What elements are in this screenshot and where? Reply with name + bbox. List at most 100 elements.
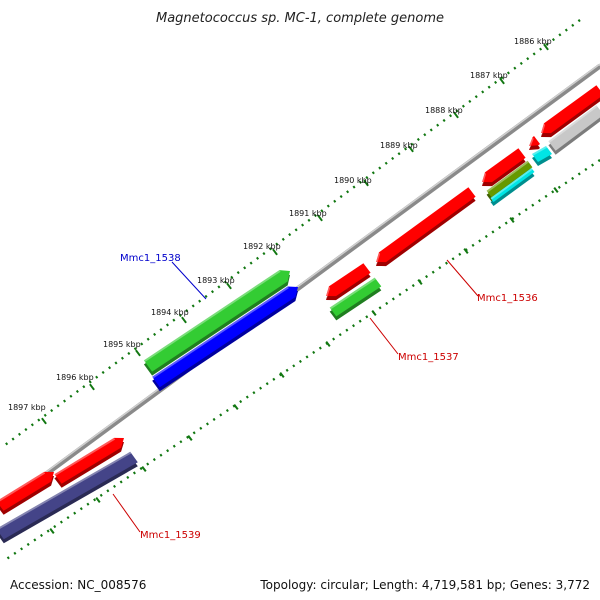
scale-ticks <box>41 43 559 535</box>
gene-green-upper-face <box>143 270 290 372</box>
gene-mmc1-1539[interactable] <box>0 451 138 544</box>
tick-label-1896: 1896 kbp <box>56 373 94 382</box>
gene-cyan-bar-face <box>490 168 535 202</box>
gene-red-lower-1-face <box>0 471 54 511</box>
gene-mmc1-1539-highlight <box>0 451 132 529</box>
leader-mmc1-1536 <box>446 259 479 297</box>
gene-green-upper[interactable] <box>143 270 290 376</box>
outer-tick-2 <box>453 111 459 119</box>
gene-red-1-face <box>326 263 371 297</box>
genome-backbone <box>0 63 600 511</box>
gene-label-mmc1-1539[interactable]: Mmc1_1539 <box>140 530 201 541</box>
inner-tick-5 <box>325 341 331 347</box>
outer-tick-1 <box>499 77 505 85</box>
tick-label-1888: 1888 kbp <box>425 106 463 115</box>
gene-cyan-small[interactable] <box>532 146 552 166</box>
gene-olive-highlight <box>486 160 529 193</box>
inner-tick-6 <box>279 372 285 378</box>
gene-red-3[interactable] <box>482 148 526 187</box>
inner-dotted-line <box>4 159 600 561</box>
gene-red-4-face <box>529 136 540 146</box>
gene-red-5-highlight <box>541 123 546 135</box>
gene-label-mmc1-1538[interactable]: Mmc1_1538 <box>120 253 181 264</box>
gene-features <box>0 85 600 544</box>
gene-red-4[interactable] <box>529 136 540 150</box>
tick-label-1894: 1894 kbp <box>151 308 189 317</box>
outer-tick-5 <box>317 214 323 222</box>
gene-labels: Mmc1_1538 Mmc1_1536 Mmc1_1537 Mmc1_1539 <box>120 253 538 541</box>
tick-label-1893: 1893 kbp <box>197 276 235 285</box>
gene-olive[interactable] <box>486 160 533 202</box>
gene-label-mmc1-1536[interactable]: Mmc1_1536 <box>477 293 538 304</box>
gene-cyan-small-face <box>532 146 552 162</box>
gene-mmc1-1536-face <box>376 187 476 263</box>
gene-mmc1-1537-face <box>329 277 382 317</box>
topology-text: Topology: circular; Length: 4,719,581 bp… <box>260 578 590 592</box>
outer-tick-10 <box>89 383 95 391</box>
outer-tick-9 <box>135 349 141 357</box>
gene-red-lower-1[interactable] <box>0 471 54 515</box>
tick-label-1890: 1890 kbp <box>334 176 372 185</box>
gene-red-5-face <box>541 85 600 134</box>
scale-tick-labels: 1886 kbp 1887 kbp 1888 kbp 1889 kbp 1890… <box>8 37 552 412</box>
gene-red-lower-2-highlight <box>54 437 116 476</box>
inner-tick-0 <box>553 187 559 193</box>
tick-label-1887: 1887 kbp <box>470 71 508 80</box>
tick-label-1897: 1897 kbp <box>8 403 46 412</box>
gene-red-5[interactable] <box>541 85 600 138</box>
gene-mmc1-1536-highlight <box>376 252 381 264</box>
gene-red-lower-1-highlight <box>0 471 46 502</box>
gene-red-3-face <box>482 148 526 183</box>
tick-label-1889: 1889 kbp <box>380 141 418 150</box>
outer-tick-3 <box>408 145 414 153</box>
gene-gray[interactable] <box>548 105 600 155</box>
gene-olive-face <box>486 160 533 198</box>
inner-tick-9 <box>141 466 147 472</box>
inner-tick-7 <box>233 404 239 410</box>
gene-cyan-bar-side <box>490 172 535 206</box>
inner-tick-8 <box>187 435 193 441</box>
gene-label-mmc1-1537[interactable]: Mmc1_1537 <box>398 352 459 363</box>
gene-mmc1-1537[interactable] <box>329 277 382 321</box>
outer-tick-6 <box>272 248 278 256</box>
inner-tick-1 <box>509 217 515 223</box>
gene-cyan-small-highlight <box>532 146 548 156</box>
tick-label-1886: 1886 kbp <box>514 37 552 46</box>
gene-red-lower-2-face <box>54 437 124 484</box>
outer-tick-11 <box>41 417 47 425</box>
inner-tick-4 <box>371 310 377 316</box>
outer-tick-8 <box>181 316 187 324</box>
accession-text: Accession: NC_008576 <box>10 578 147 592</box>
outer-tick-7 <box>226 282 232 290</box>
tick-label-1891: 1891 kbp <box>289 209 327 218</box>
tick-label-1895: 1895 kbp <box>103 340 141 349</box>
gene-mmc1-1538-highlight <box>152 286 289 379</box>
gene-cyan-bar-highlight <box>490 168 533 200</box>
gene-label-leaders <box>112 259 479 533</box>
gene-mmc1-1536[interactable] <box>376 187 476 267</box>
gene-red-lower-2[interactable] <box>54 437 124 488</box>
gene-red-3-highlight <box>482 172 487 184</box>
outer-tick-0 <box>543 43 549 51</box>
leader-mmc1-1537 <box>369 317 399 355</box>
inner-tick-2 <box>463 248 469 254</box>
gene-cyan-bar[interactable] <box>490 168 535 206</box>
gene-mmc1-1538-face <box>152 286 298 388</box>
leader-mmc1-1539 <box>112 493 141 533</box>
gene-gray-highlight <box>548 105 598 143</box>
gene-mmc1-1537-highlight <box>329 277 376 310</box>
gene-gray-face <box>548 105 600 151</box>
tick-label-1892: 1892 kbp <box>243 242 281 251</box>
gene-red-1[interactable] <box>326 263 371 301</box>
inner-tick-10 <box>95 497 101 503</box>
leader-mmc1-1538 <box>171 261 207 300</box>
gene-red-4-highlight <box>529 137 534 148</box>
gene-mmc1-1538[interactable] <box>152 286 298 392</box>
inner-tick-11 <box>49 527 55 535</box>
inner-tick-3 <box>417 279 423 285</box>
map-title: Magnetococcus sp. MC-1, complete genome <box>156 11 444 26</box>
gene-green-upper-highlight <box>143 270 281 362</box>
gene-red-1-highlight <box>326 286 331 298</box>
gene-mmc1-1539-face <box>0 451 138 540</box>
